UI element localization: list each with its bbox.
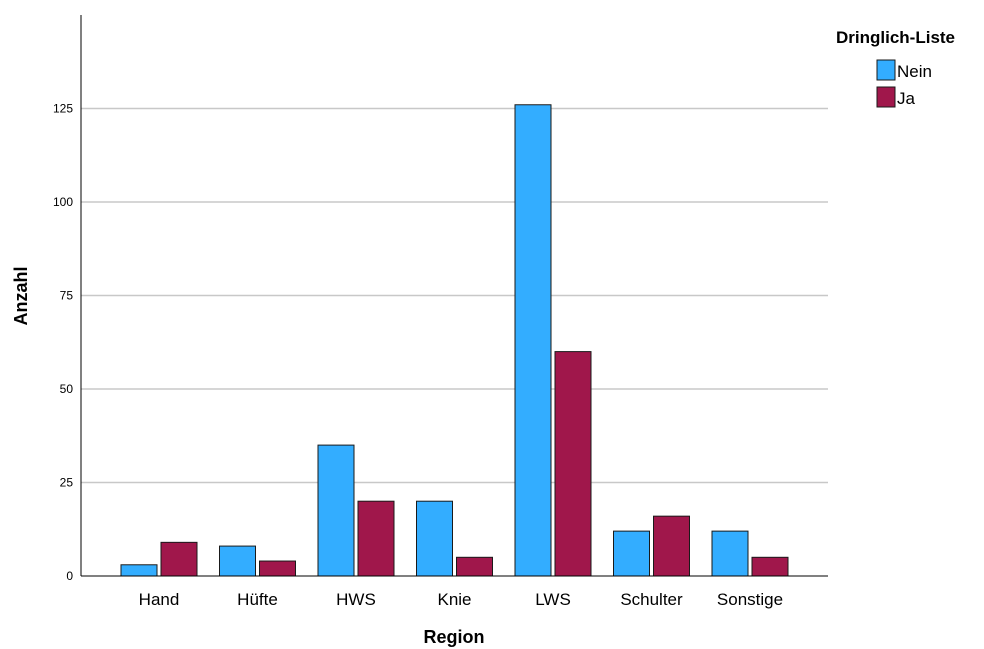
y-tick-label: 75 (60, 289, 74, 303)
x-tick-label: HWS (336, 590, 376, 609)
bar-ja (554, 351, 592, 577)
gridlines (81, 107, 828, 484)
bars (120, 104, 789, 577)
legend-label: Ja (897, 89, 916, 108)
bar-ja (357, 500, 395, 577)
x-tick-labels: Hand Hüfte HWS Knie LWS Schulter Sonstige (139, 590, 783, 609)
bar-ja (751, 556, 789, 577)
y-tick-label: 100 (53, 195, 73, 209)
x-tick-label: Hüfte (237, 590, 278, 609)
y-axis-title: Anzahl (11, 266, 31, 325)
bar-ja (653, 515, 690, 577)
y-tick-label: 125 (53, 102, 73, 116)
bar-ja (160, 541, 198, 577)
x-tick-label: Sonstige (717, 590, 783, 609)
y-tick-labels: 0 25 50 75 100 125 (53, 102, 73, 584)
bar-nein (120, 564, 158, 577)
axes (80, 15, 828, 577)
x-axis-title: Region (424, 627, 485, 647)
legend-items: Nein Ja (876, 59, 932, 108)
y-tick-label: 50 (60, 382, 74, 396)
bar-nein (711, 530, 749, 577)
legend: Dringlich-Liste Nein Ja (836, 28, 955, 108)
x-tick-label: Schulter (620, 590, 683, 609)
bar-nein (514, 104, 552, 577)
legend-swatch (876, 59, 896, 81)
bar-nein (317, 444, 355, 577)
y-tick-label: 0 (66, 569, 73, 583)
x-tick-label: Knie (437, 590, 471, 609)
bar-nein (613, 530, 650, 577)
bar-ja (259, 560, 296, 577)
x-tick-label: Hand (139, 590, 180, 609)
x-tick-label: LWS (535, 590, 571, 609)
y-tick-label: 25 (60, 476, 74, 490)
bar-nein (219, 545, 256, 577)
legend-swatch (876, 86, 896, 108)
legend-label: Nein (897, 62, 932, 81)
bar-ja (456, 556, 493, 577)
bar-nein (416, 500, 453, 577)
legend-title: Dringlich-Liste (836, 28, 955, 47)
